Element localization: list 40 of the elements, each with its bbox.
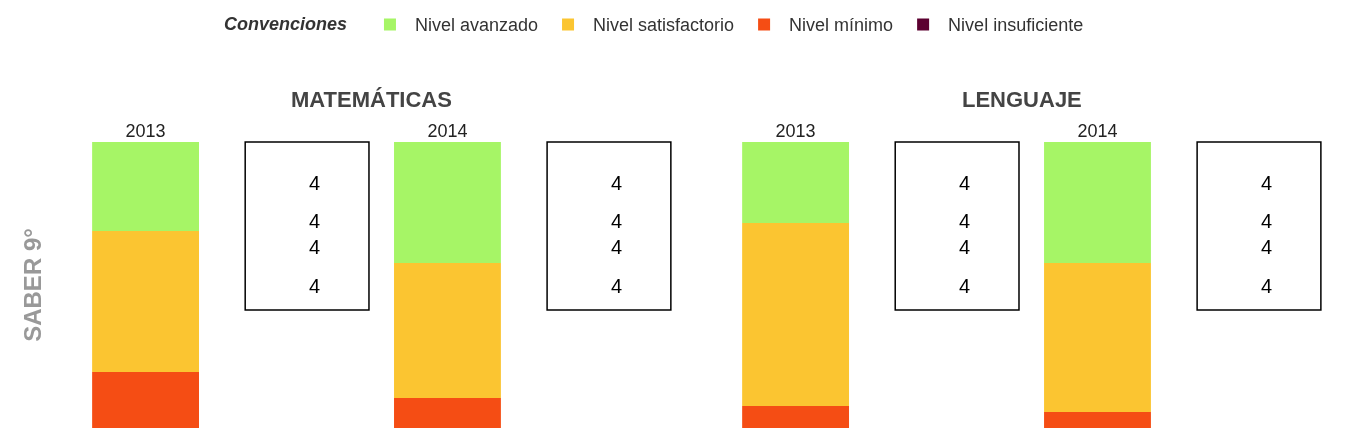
text: 4 — [611, 236, 623, 258]
bar — [742, 142, 850, 223]
text: 4 — [1261, 236, 1273, 258]
text: 4 — [611, 210, 623, 232]
legend-label: Nivel avanzado — [414, 15, 539, 36]
annotation: 4 — [309, 172, 321, 194]
annotation: 4 — [959, 210, 971, 232]
bar — [394, 397, 501, 428]
legend-label: Nivel satisfactorio — [593, 15, 735, 36]
x-tick-label: 2013 — [775, 121, 816, 142]
annotation: 4 — [309, 210, 321, 232]
text: 4 — [1261, 275, 1273, 297]
annotation: 4 — [309, 275, 321, 297]
x-tick-label: 2014 — [427, 121, 468, 142]
annotation: 4 — [959, 236, 971, 258]
bar — [1044, 411, 1151, 428]
bar — [92, 142, 199, 231]
text: 4 — [611, 275, 623, 297]
annotation: 4 — [959, 172, 971, 194]
bar — [394, 142, 501, 263]
chart-title: LENGUAJE — [962, 87, 1082, 112]
annotation: 4 — [309, 236, 321, 258]
bar — [394, 262, 501, 398]
text: 4 — [611, 172, 623, 194]
bar — [92, 230, 199, 372]
chart-title: MATEMÁTICAS — [291, 87, 452, 112]
bar — [1044, 262, 1151, 412]
bar — [742, 222, 850, 406]
bar — [92, 371, 199, 428]
legend-label: Nivel mínimo — [789, 15, 894, 36]
text: 4 — [1261, 210, 1273, 232]
legend-title: Convenciones — [223, 13, 347, 34]
bar — [1044, 142, 1151, 263]
y-axis-title: SABER 9° — [19, 228, 47, 342]
x-tick-label: 2013 — [125, 121, 166, 142]
legend-label: Nivel insuficiente — [948, 15, 1084, 36]
x-tick-label: 2014 — [1077, 121, 1118, 142]
bar — [742, 405, 850, 428]
annotation: 4 — [959, 275, 971, 297]
text: 4 — [1261, 172, 1273, 194]
